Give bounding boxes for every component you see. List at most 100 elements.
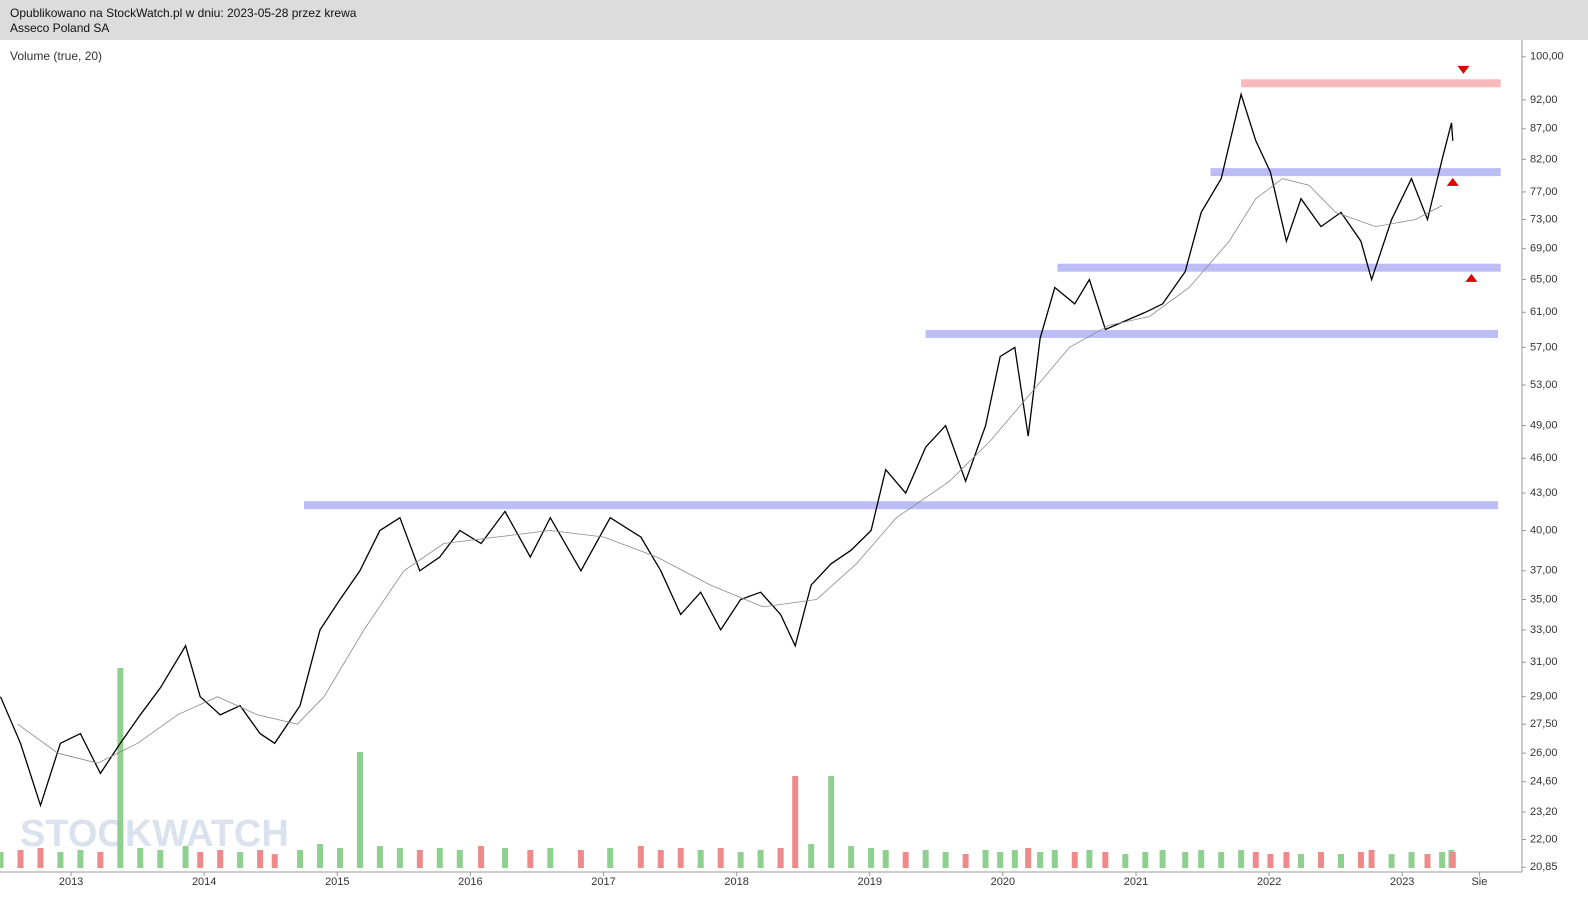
y-tick-label: 61,00 bbox=[1530, 306, 1558, 318]
volume-bar bbox=[922, 850, 929, 868]
volume-bar bbox=[657, 850, 664, 868]
volume-bar bbox=[478, 846, 485, 868]
volume-bar bbox=[237, 852, 244, 868]
volume-bar bbox=[868, 848, 875, 868]
volume-bar bbox=[257, 850, 264, 868]
x-tick-label: 2019 bbox=[858, 876, 882, 888]
volume-bar bbox=[197, 852, 204, 868]
volume-bar bbox=[1298, 854, 1305, 868]
volume-bar bbox=[1283, 852, 1290, 868]
volume-bar bbox=[607, 848, 614, 868]
volume-bar bbox=[527, 850, 534, 868]
volume-bar bbox=[1182, 852, 1189, 868]
level-band bbox=[1241, 79, 1501, 88]
volume-bar bbox=[77, 850, 84, 868]
volume-bar bbox=[376, 846, 383, 868]
volume-bar bbox=[1337, 854, 1344, 868]
y-tick-label: 46,00 bbox=[1530, 452, 1558, 464]
marker bbox=[1465, 273, 1478, 282]
y-tick-label: 82,00 bbox=[1530, 153, 1558, 165]
volume-bar bbox=[502, 848, 509, 868]
volume-bar bbox=[902, 852, 909, 868]
volume-bar bbox=[1198, 850, 1205, 868]
volume-bar bbox=[1449, 852, 1456, 868]
volume-bar bbox=[777, 848, 784, 868]
volume-bar bbox=[37, 848, 44, 868]
y-tick-label: 23,20 bbox=[1530, 806, 1558, 818]
y-tick-label: 53,00 bbox=[1530, 379, 1558, 391]
subtitle: Volume (true, 20) bbox=[10, 49, 102, 63]
y-tick-label: 49,00 bbox=[1530, 419, 1558, 431]
volume-bar bbox=[1252, 852, 1259, 868]
volume-bar bbox=[677, 848, 684, 868]
volume-bar bbox=[808, 844, 815, 868]
volume-bar bbox=[1318, 852, 1325, 868]
y-tick-label: 24,60 bbox=[1530, 776, 1558, 788]
y-tick-label: 57,00 bbox=[1530, 341, 1558, 353]
header-line: Asseco Poland SA bbox=[10, 21, 110, 35]
y-tick-label: 37,00 bbox=[1530, 565, 1558, 577]
volume-bar bbox=[1439, 852, 1446, 868]
y-tick-label: 26,00 bbox=[1530, 747, 1558, 759]
volume-bar bbox=[637, 846, 644, 868]
volume-bar bbox=[697, 850, 704, 868]
y-tick-label: 40,00 bbox=[1530, 524, 1558, 536]
x-tick-label: 2013 bbox=[59, 876, 83, 888]
x-tick-label: 2017 bbox=[591, 876, 615, 888]
volume-bar bbox=[997, 852, 1004, 868]
y-tick-label: 77,00 bbox=[1530, 186, 1558, 198]
volume-bar bbox=[97, 852, 104, 868]
y-tick-label: 73,00 bbox=[1530, 213, 1558, 225]
level-band bbox=[304, 501, 1499, 510]
volume-bar bbox=[1408, 852, 1415, 868]
volume-bar bbox=[317, 844, 324, 868]
volume-bar bbox=[1218, 852, 1225, 868]
y-tick-label: 29,00 bbox=[1530, 691, 1558, 703]
x-tick-label: 2021 bbox=[1124, 876, 1148, 888]
volume-bar bbox=[717, 848, 724, 868]
header: Opublikowano na StockWatch.pl w dniu: 20… bbox=[0, 0, 1588, 40]
volume-bar bbox=[848, 846, 855, 868]
y-tick-label: 69,00 bbox=[1530, 243, 1558, 255]
y-tick-label: 92,00 bbox=[1530, 94, 1558, 106]
volume-bar bbox=[1424, 854, 1431, 868]
level-band bbox=[1210, 168, 1501, 177]
y-tick-label: 65,00 bbox=[1530, 273, 1558, 285]
volume-bar bbox=[1102, 852, 1109, 868]
x-tick-label: 2020 bbox=[991, 876, 1015, 888]
volume-bar bbox=[1388, 854, 1395, 868]
watermark: STOCKWATCH bbox=[20, 813, 289, 855]
marker bbox=[1446, 177, 1459, 186]
price-line bbox=[17, 178, 1443, 764]
volume-bar bbox=[217, 850, 224, 868]
volume-bar bbox=[416, 850, 423, 868]
volume-bar bbox=[157, 850, 164, 868]
volume-bar bbox=[1159, 850, 1166, 868]
volume-bar bbox=[547, 848, 554, 868]
volume-bar bbox=[436, 848, 443, 868]
volume-bar bbox=[1025, 848, 1032, 868]
volume-bar bbox=[792, 776, 799, 868]
volume-bar bbox=[336, 848, 343, 868]
volume-bar bbox=[297, 850, 304, 868]
volume-bar bbox=[1071, 852, 1078, 868]
x-tick-label: Sie bbox=[1471, 876, 1487, 888]
volume-bar bbox=[396, 848, 403, 868]
volume-bar bbox=[1368, 850, 1375, 868]
volume-bar bbox=[271, 854, 278, 868]
y-tick-label: 35,00 bbox=[1530, 593, 1558, 605]
volume-bar bbox=[356, 752, 363, 868]
y-tick-label: 43,00 bbox=[1530, 487, 1558, 499]
x-tick-label: 2014 bbox=[192, 876, 216, 888]
volume-bar bbox=[0, 852, 4, 868]
volume-bar bbox=[1142, 852, 1149, 868]
x-tick-label: 2016 bbox=[458, 876, 482, 888]
x-tick-label: 2015 bbox=[325, 876, 349, 888]
y-tick-label: 27,50 bbox=[1530, 718, 1558, 730]
volume-bar bbox=[456, 850, 463, 868]
level-band bbox=[1057, 263, 1501, 272]
volume-bar bbox=[1086, 850, 1093, 868]
volume-bar bbox=[1122, 854, 1129, 868]
header-line: Opublikowano na StockWatch.pl w dniu: 20… bbox=[10, 6, 357, 20]
